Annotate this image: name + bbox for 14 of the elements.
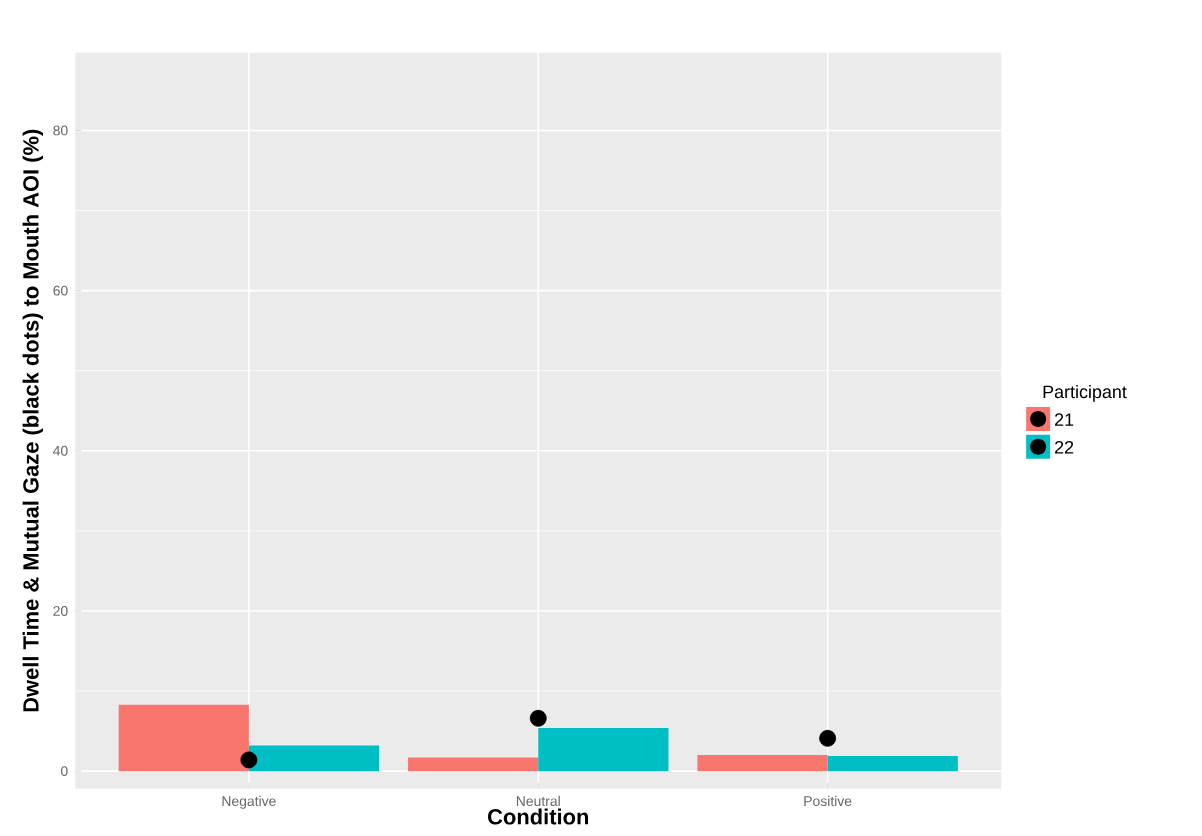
point <box>240 751 258 769</box>
bar <box>408 757 539 772</box>
x-axis-title: Condition <box>488 808 589 825</box>
bar <box>697 755 828 772</box>
bar <box>538 727 669 772</box>
bar <box>827 755 958 772</box>
point <box>819 729 837 747</box>
point <box>529 709 547 727</box>
bar <box>118 704 249 772</box>
legend-label: 21 <box>1055 413 1074 426</box>
bar <box>248 745 380 772</box>
y-axis-title: Dwell Time & Mutual Gaze (black dots) to Mouth AOI (%) <box>22 129 43 712</box>
legend-title: Participant <box>1043 385 1127 402</box>
legend-label: 22 <box>1055 440 1074 454</box>
